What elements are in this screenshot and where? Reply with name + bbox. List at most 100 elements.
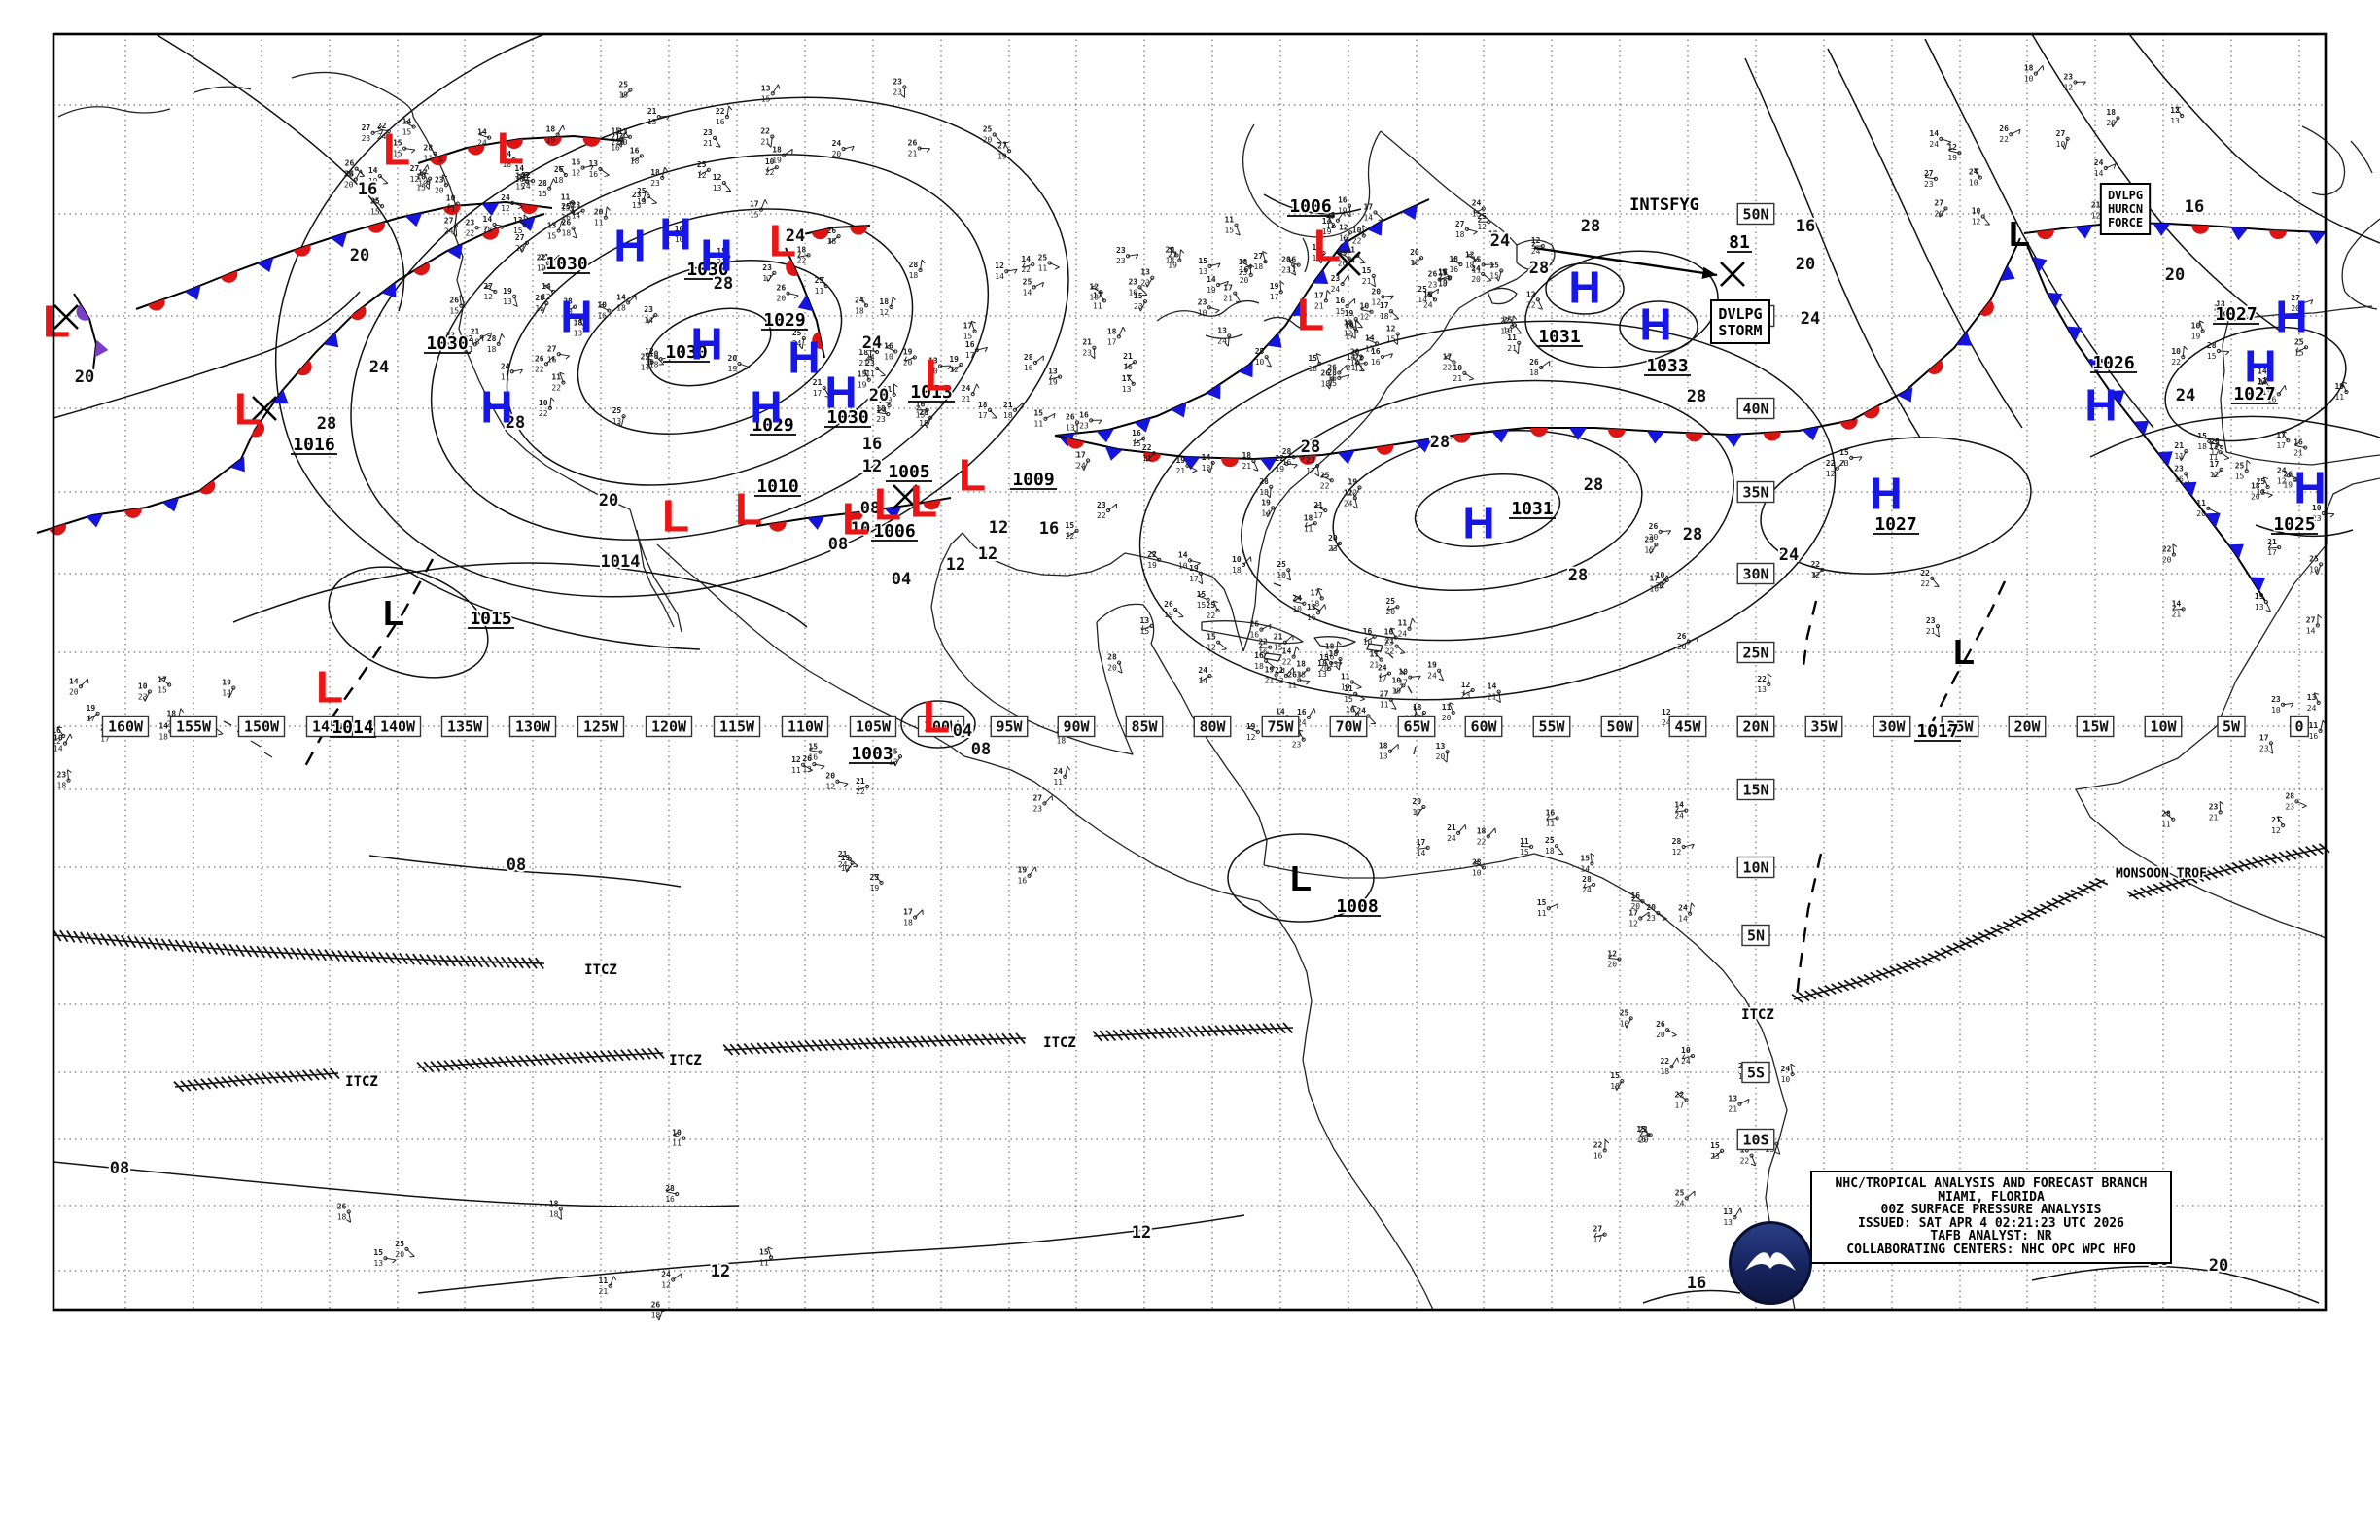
- lat-label: 10S: [1736, 1128, 1775, 1151]
- coastline-path: [1487, 287, 1518, 305]
- svg-text:25: 25: [370, 196, 380, 205]
- itcz-hatch: [222, 943, 231, 956]
- front-cold-triangle: [2205, 512, 2221, 528]
- svg-text:18: 18: [772, 146, 782, 155]
- x-marker: [252, 396, 277, 421]
- svg-text:11: 11: [2196, 499, 2206, 508]
- itcz-hatch: [770, 1041, 782, 1054]
- svg-text:21: 21: [1507, 344, 1517, 353]
- front-stationary-triangle: [884, 506, 902, 520]
- isobar: [275, 33, 701, 650]
- itcz-hatch: [87, 931, 96, 945]
- itcz-hatch: [281, 1070, 293, 1083]
- svg-text:17: 17: [1417, 838, 1426, 847]
- isobar: [648, 307, 772, 387]
- itcz-hatch: [439, 954, 449, 967]
- svg-text:23: 23: [1140, 279, 1150, 288]
- svg-text:10: 10: [1781, 1075, 1791, 1084]
- svg-text:13: 13: [547, 221, 557, 229]
- svg-text:19: 19: [1427, 661, 1437, 670]
- svg-text:15: 15: [1033, 409, 1043, 418]
- svg-text:15: 15: [393, 139, 402, 148]
- front-cold-triangle: [2157, 451, 2173, 467]
- itcz-hatch: [872, 1037, 883, 1049]
- svg-text:17: 17: [1675, 1101, 1685, 1109]
- svg-text:28: 28: [2285, 791, 2294, 800]
- itcz-hatch: [1133, 1028, 1144, 1040]
- itcz-hatch: [2094, 877, 2109, 886]
- svg-text:17: 17: [1378, 675, 1387, 683]
- svg-text:28: 28: [538, 179, 547, 188]
- svg-text:120W: 120W: [651, 718, 687, 736]
- high-center: H: [2084, 380, 2117, 431]
- svg-text:15: 15: [1197, 601, 1207, 610]
- svg-text:22: 22: [1757, 675, 1767, 683]
- svg-text:18: 18: [1545, 847, 1555, 856]
- svg-text:22: 22: [521, 171, 531, 180]
- svg-text:18: 18: [797, 245, 807, 254]
- svg-text:24: 24: [1674, 812, 1684, 821]
- itcz-hatch: [154, 937, 164, 951]
- svg-text:18: 18: [649, 360, 659, 368]
- lat-label: 25N: [1736, 641, 1775, 664]
- front-stationary-semicircle: [520, 203, 539, 215]
- svg-text:21: 21: [464, 345, 473, 354]
- itcz-hatch: [1804, 990, 1817, 1000]
- svg-text:22: 22: [1740, 1157, 1750, 1166]
- svg-text:17: 17: [1122, 374, 1132, 383]
- svg-text:23: 23: [1331, 274, 1341, 283]
- itcz-hatch: [1921, 955, 1935, 964]
- svg-text:15: 15: [393, 150, 402, 158]
- itcz-hatch: [487, 956, 497, 968]
- svg-text:11: 11: [815, 287, 824, 296]
- svg-text:21: 21: [1728, 1105, 1737, 1114]
- svg-text:22: 22: [377, 122, 387, 130]
- svg-text:11: 11: [883, 385, 892, 394]
- coastline-path: [1263, 652, 1282, 662]
- svg-text:20: 20: [1281, 255, 1291, 263]
- itcz-hatch: [1112, 1029, 1124, 1041]
- svg-text:90W: 90W: [1063, 718, 1090, 736]
- svg-text:23: 23: [2209, 802, 2219, 811]
- isobar-label: 12: [978, 544, 998, 564]
- high-center: H: [1462, 498, 1494, 548]
- itcz-hatch: [559, 1052, 570, 1065]
- svg-text:22: 22: [1354, 354, 1364, 363]
- svg-text:15: 15: [449, 307, 459, 316]
- svg-text:19: 19: [1048, 378, 1058, 387]
- itcz-hatch: [147, 937, 158, 950]
- low-center-red: L: [910, 476, 937, 527]
- svg-text:16: 16: [1240, 265, 1249, 274]
- itcz-hatch: [1160, 1027, 1172, 1039]
- svg-text:14: 14: [2094, 169, 2104, 178]
- svg-text:10: 10: [416, 173, 426, 182]
- svg-text:21: 21: [2271, 816, 2281, 824]
- svg-text:24: 24: [2094, 158, 2104, 167]
- front-cold-triangle: [1291, 300, 1308, 316]
- svg-text:17: 17: [1412, 808, 1421, 817]
- svg-text:18: 18: [546, 125, 556, 134]
- front-stationary-triangle: [1568, 428, 1587, 440]
- svg-text:18: 18: [487, 345, 497, 354]
